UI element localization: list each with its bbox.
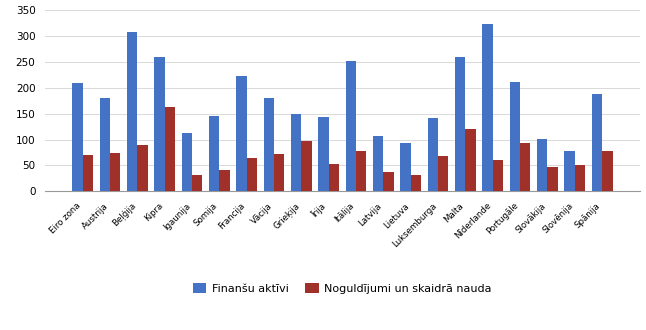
Bar — [264, 98, 274, 191]
Bar — [209, 116, 220, 191]
Bar — [127, 32, 138, 191]
Bar — [138, 145, 148, 191]
Bar — [602, 151, 612, 191]
Bar — [455, 57, 465, 191]
Bar — [318, 117, 329, 191]
Bar — [493, 160, 503, 191]
Bar — [165, 107, 175, 191]
Bar — [83, 154, 93, 191]
Bar — [401, 143, 411, 191]
Bar — [274, 154, 284, 191]
Bar — [182, 133, 192, 191]
Bar — [192, 175, 202, 191]
Bar — [346, 61, 356, 191]
Bar — [236, 76, 247, 191]
Bar — [291, 114, 302, 191]
Bar — [110, 152, 120, 191]
Bar — [220, 170, 230, 191]
Bar — [383, 172, 394, 191]
Bar — [592, 94, 602, 191]
Bar — [247, 158, 257, 191]
Bar — [510, 82, 520, 191]
Bar — [537, 139, 547, 191]
Bar — [428, 118, 438, 191]
Bar — [547, 167, 558, 191]
Bar — [465, 129, 476, 191]
Bar — [411, 175, 421, 191]
Bar — [302, 141, 312, 191]
Bar — [356, 151, 366, 191]
Legend: Finanšu aktīvi, Noguldījumi un skaidrā nauda: Finanšu aktīvi, Noguldījumi un skaidrā n… — [189, 279, 496, 298]
Bar — [575, 165, 585, 191]
Bar — [154, 56, 165, 191]
Bar — [99, 98, 110, 191]
Bar — [520, 143, 530, 191]
Bar — [483, 24, 493, 191]
Bar — [438, 156, 448, 191]
Bar — [329, 164, 339, 191]
Bar — [373, 136, 383, 191]
Bar — [565, 151, 575, 191]
Bar — [72, 82, 83, 191]
